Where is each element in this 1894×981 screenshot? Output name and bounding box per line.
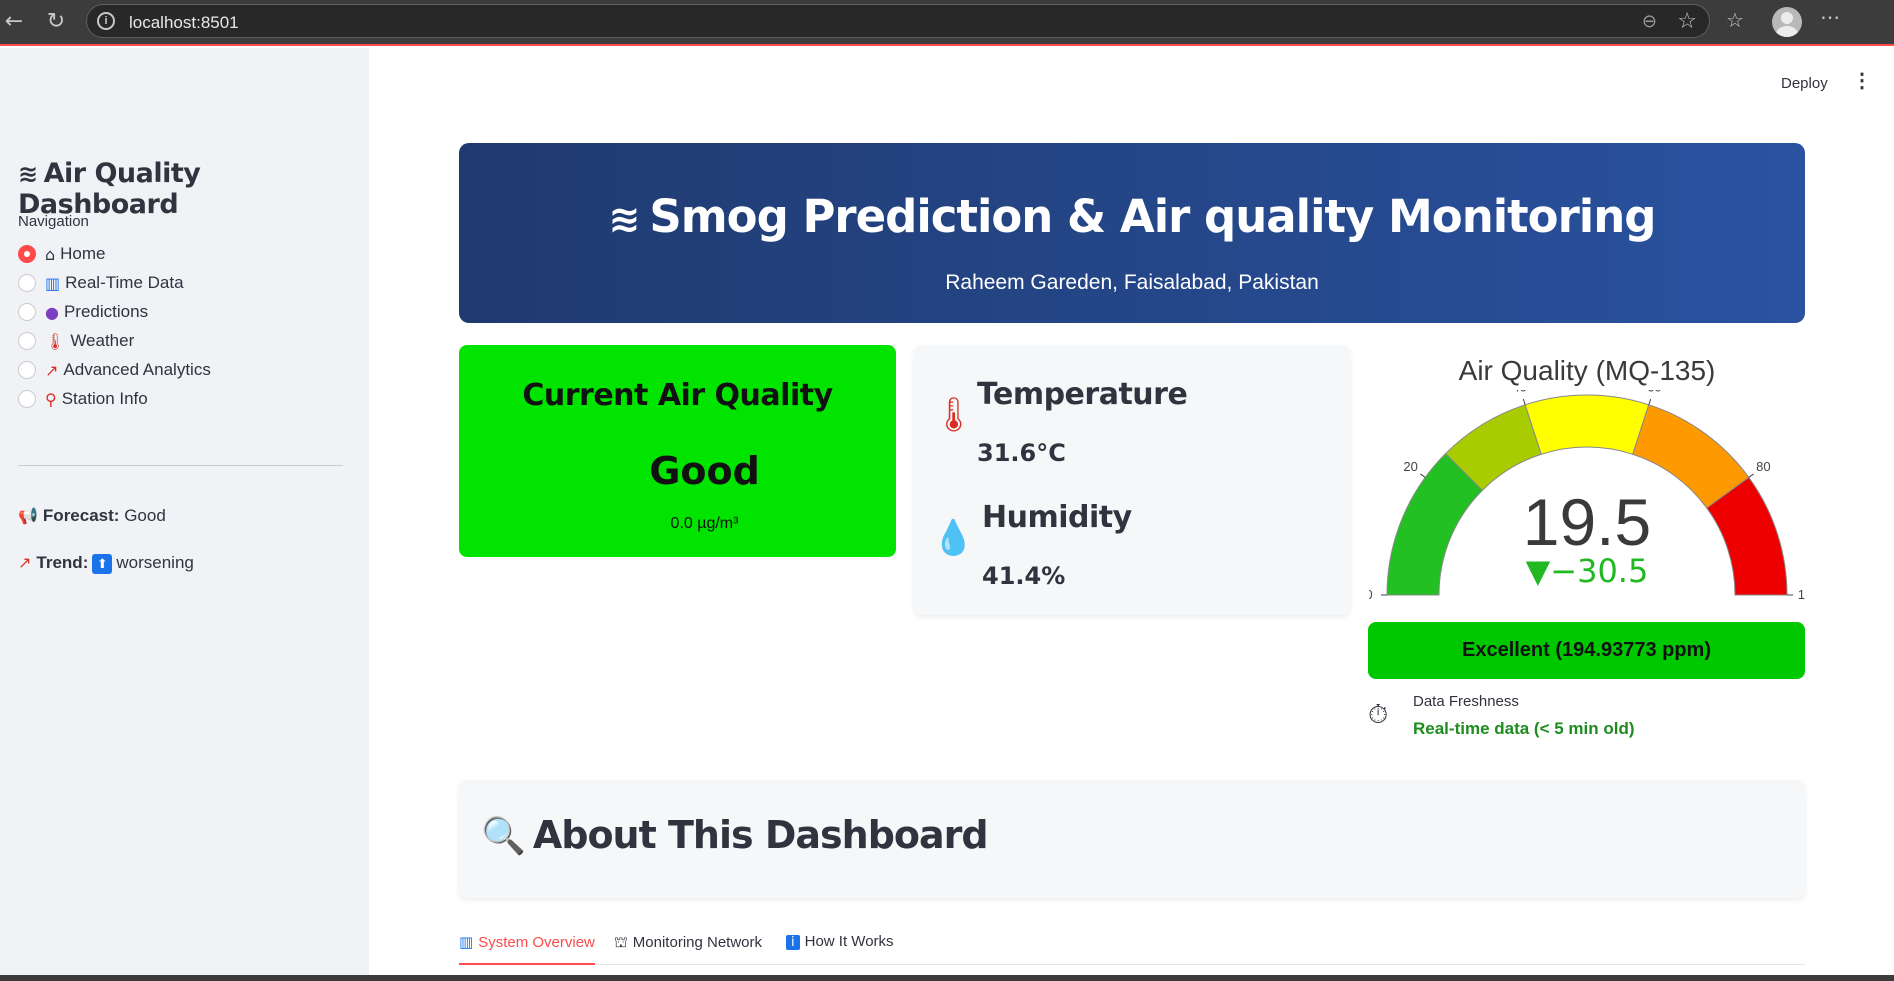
- browser-toolbar: ← ↻ i localhost:8501 ⊖ ☆ ☆ ⋯: [0, 0, 1894, 46]
- radio-predictions[interactable]: [18, 303, 36, 321]
- back-icon[interactable]: ←: [4, 9, 24, 34]
- bar-chart-icon: ▥: [459, 933, 474, 951]
- sidebar-divider: [18, 465, 343, 466]
- gauge-tick-label: 40: [1512, 390, 1526, 395]
- chart-increasing-icon: ↗: [45, 360, 59, 380]
- gauge-tick-label: 20: [1403, 459, 1417, 474]
- more-menu-icon[interactable]: ⋯: [1820, 5, 1840, 29]
- data-freshness-label: Data Freshness: [1413, 693, 1519, 710]
- url-text: localhost:8501: [129, 13, 239, 32]
- sidebar-item-station-info[interactable]: ⚲ Station Info: [18, 387, 148, 411]
- page-title: ≋ Smog Prediction & Air quality Monitorin…: [608, 190, 1657, 243]
- sidebar-item-label: Home: [60, 244, 106, 263]
- sidebar-item-label: Weather: [70, 331, 135, 350]
- magnifying-glass-icon: 🔍: [481, 816, 526, 857]
- profile-avatar-icon[interactable]: [1772, 7, 1802, 37]
- sidebar: ≋ Air Quality Dashboard Navigation ⌂ Home…: [0, 48, 369, 981]
- tab-how-it-works[interactable]: i How It Works: [786, 933, 894, 965]
- gauge-title: Air Quality (MQ-135): [1458, 355, 1716, 386]
- bar-chart-icon: ▥: [45, 273, 61, 293]
- air-quality-value: Good: [649, 449, 760, 493]
- wave-icon: ≋: [18, 160, 38, 188]
- gauge-tick-mark: [1522, 398, 1526, 405]
- about-section: 🔍 About This Dashboard: [459, 780, 1805, 898]
- main-menu-icon[interactable]: ⋮: [1852, 70, 1872, 92]
- site-info-icon[interactable]: i: [97, 12, 115, 30]
- house-icon: ⌂: [45, 244, 56, 264]
- sidebar-item-home[interactable]: ⌂ Home: [18, 242, 106, 266]
- thermometer-icon: 🌡: [932, 395, 976, 435]
- tab-system-overview[interactable]: ▥ System Overview: [459, 933, 595, 965]
- sidebar-item-advanced-analytics[interactable]: ↗ Advanced Analytics: [18, 358, 211, 382]
- crystal-ball-icon: ●: [45, 302, 59, 322]
- zoom-icon[interactable]: ⊖: [1641, 11, 1657, 32]
- current-air-quality-card: Current Air Quality Good 0.0 µg/m³: [459, 345, 896, 557]
- temperature-value: 31.6°C: [977, 439, 1066, 467]
- radio-real-time-data[interactable]: [18, 274, 36, 292]
- hero-banner: ≋ Smog Prediction & Air quality Monitorin…: [459, 143, 1805, 323]
- temperature-label: Temperature: [977, 377, 1188, 412]
- gauge-band-4: [1706, 476, 1788, 596]
- gauge-tick-label: 60: [1647, 390, 1661, 395]
- forecast-line: 📢 Forecast: Good: [18, 506, 166, 525]
- gauge-tick-mark: [1648, 398, 1652, 405]
- radio-home[interactable]: [18, 245, 36, 263]
- bookmark-star-icon[interactable]: ☆: [1677, 9, 1697, 34]
- gauge-band-2: [1524, 394, 1650, 455]
- radio-weather[interactable]: [18, 332, 36, 350]
- radio-station-info[interactable]: [18, 390, 36, 408]
- gauge-tick-mark: [1748, 473, 1754, 478]
- humidity-value: 41.4%: [982, 562, 1066, 590]
- gauge-delta: ▼−30.5: [1526, 552, 1649, 590]
- air-quality-title: Current Air Quality: [522, 378, 833, 413]
- sidebar-item-label: Real-Time Data: [65, 273, 184, 292]
- forecast-value: Good: [124, 506, 166, 525]
- gauge-tick-label: 10: [1798, 587, 1805, 602]
- taskbar-edge: [0, 975, 1894, 981]
- chart-increasing-icon: ↗: [18, 553, 32, 572]
- tab-bar: ▥ System Overview ⛫ Monitoring Network i Ho…: [459, 925, 1805, 965]
- thermometer-icon: 🌡: [45, 331, 66, 351]
- stopwatch-icon: ⏱: [1368, 700, 1389, 730]
- up-arrow-icon: ⬆: [92, 553, 113, 574]
- gauge-value: 19.5: [1523, 485, 1651, 559]
- sidebar-item-label: Advanced Analytics: [63, 360, 211, 379]
- trend-line: ↗ Trend: ⬆ worsening: [18, 553, 194, 574]
- gauge-tick-mark: [1420, 473, 1426, 478]
- sidebar-title: ≋ Air Quality Dashboard: [18, 158, 201, 220]
- location-subtitle: Raheem Gareden, Faisalabad, Pakistan: [945, 271, 1319, 294]
- navigation-label: Navigation: [18, 213, 89, 230]
- droplet-icon: 💧: [932, 518, 975, 558]
- sidebar-item-predictions[interactable]: ● Predictions: [18, 300, 148, 324]
- tab-monitoring-network[interactable]: ⛫ Monitoring Network: [614, 933, 763, 951]
- gauge-tick-label: 0: [1369, 587, 1373, 602]
- antenna-icon: ⛫: [614, 933, 628, 951]
- radio-advanced-analytics[interactable]: [18, 361, 36, 379]
- pushpin-icon: ⚲: [45, 389, 57, 409]
- sidebar-item-weather[interactable]: 🌡 Weather: [18, 329, 134, 353]
- favorites-icon[interactable]: ☆: [1726, 8, 1744, 32]
- megaphone-icon: 📢: [18, 506, 38, 525]
- address-bar[interactable]: i localhost:8501 ⊖ ☆: [86, 4, 1710, 38]
- trend-value: worsening: [116, 553, 194, 572]
- about-title: 🔍 About This Dashboard: [481, 813, 989, 857]
- air-quality-gauge: 0 20 40 60 80 10 19.5 ▼−30.5: [1369, 390, 1805, 602]
- gauge-tick-label: 80: [1756, 459, 1770, 474]
- air-quality-unit: 0.0 µg/m³: [670, 515, 739, 532]
- wave-icon: ≋: [608, 197, 641, 241]
- sidebar-item-real-time-data[interactable]: ▥ Real-Time Data: [18, 271, 184, 295]
- sidebar-item-label: Predictions: [63, 302, 149, 321]
- deploy-button[interactable]: Deploy: [1781, 75, 1828, 92]
- air-quality-status-badge: Excellent (194.93773 ppm): [1368, 622, 1805, 679]
- data-freshness-value: Real-time data (< 5 min old): [1413, 719, 1635, 738]
- reload-icon[interactable]: ↻: [46, 9, 66, 34]
- humidity-label: Humidity: [982, 500, 1132, 535]
- environment-card: 🌡 Temperature 31.6°C 💧 Humidity 41.4%: [914, 345, 1350, 615]
- info-icon: i: [786, 935, 800, 950]
- sidebar-item-label: Station Info: [61, 389, 148, 408]
